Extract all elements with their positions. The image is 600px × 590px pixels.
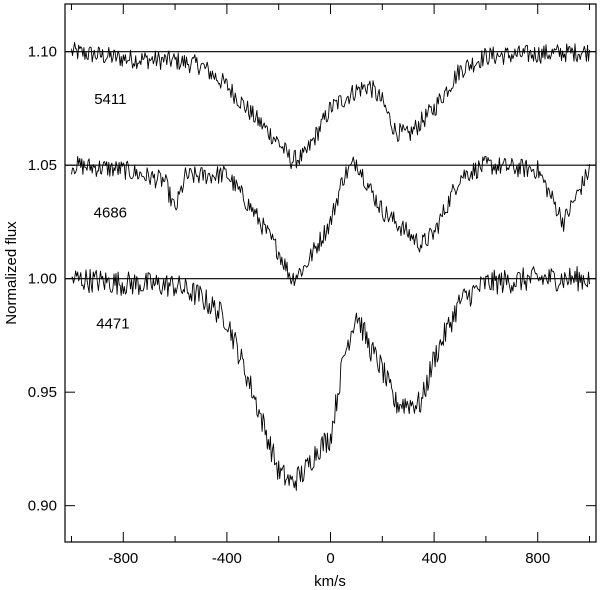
series-group bbox=[71, 42, 590, 491]
x-tick-label: -800 bbox=[108, 550, 138, 567]
x-axis-title: km/s bbox=[314, 573, 346, 590]
plot-frame bbox=[64, 3, 597, 543]
x-tick-label: 800 bbox=[525, 550, 550, 567]
y-tick-label: 0.90 bbox=[28, 498, 57, 515]
series-label-4471: 4471 bbox=[96, 316, 129, 333]
reference-lines bbox=[65, 51, 596, 280]
y-tick-label: 1.10 bbox=[28, 44, 57, 61]
series-labels: 5411 4686 4471 bbox=[94, 91, 130, 333]
x-tick-label: 400 bbox=[422, 550, 447, 567]
y-axis-title: Normalized flux bbox=[3, 221, 20, 325]
spectrum-line-5411 bbox=[71, 42, 590, 170]
x-axis: -800 -400 0 400 800 bbox=[70, 4, 591, 567]
y-tick-label: 0.95 bbox=[28, 384, 57, 401]
x-tick-label: 0 bbox=[326, 550, 334, 567]
series-label-5411: 5411 bbox=[94, 91, 126, 108]
y-tick-label: 1.00 bbox=[28, 271, 57, 288]
spectrum-line-4686 bbox=[71, 155, 590, 287]
series-label-4686: 4686 bbox=[94, 204, 127, 221]
y-tick-label: 1.05 bbox=[28, 157, 57, 174]
x-tick-label: -400 bbox=[212, 550, 242, 567]
y-axis: 0.90 0.95 1.00 1.05 1.10 bbox=[28, 44, 596, 515]
spectrum-line-4471 bbox=[71, 266, 590, 491]
